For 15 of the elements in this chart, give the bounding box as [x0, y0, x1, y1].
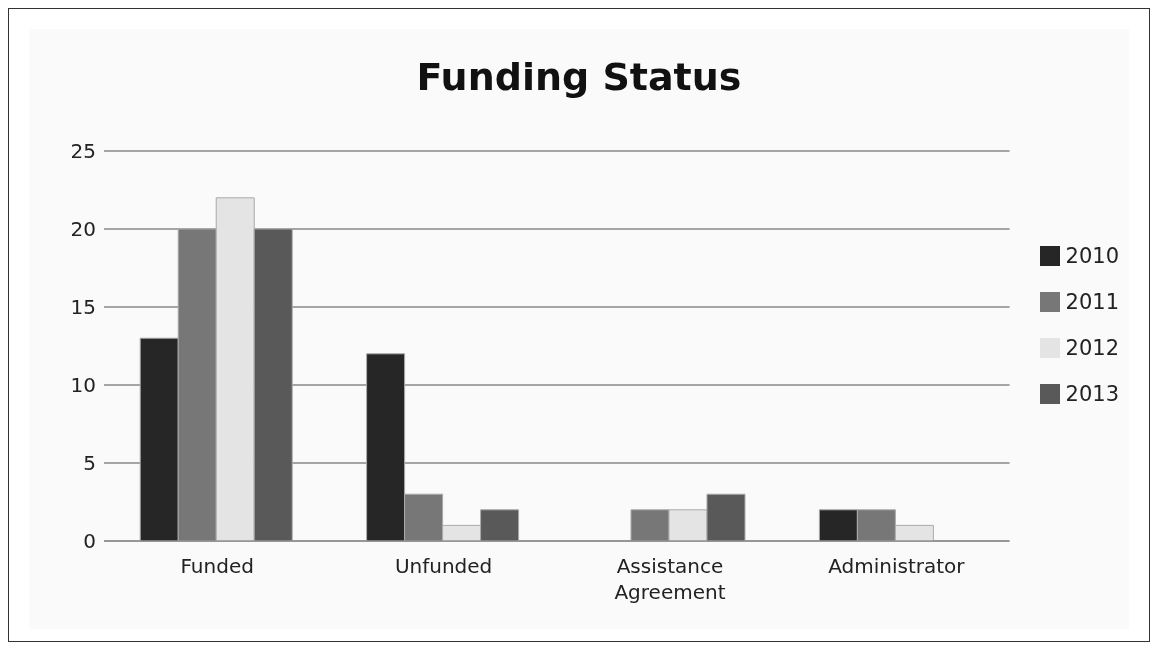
- y-tick-label: 25: [70, 139, 96, 164]
- y-tick-label: 10: [70, 373, 96, 398]
- x-tick-label: Administrator: [828, 554, 966, 578]
- legend-label: 2012: [1065, 335, 1119, 362]
- y-tick-label: 20: [70, 217, 96, 242]
- x-tick-label: Unfunded: [394, 554, 493, 578]
- x-tick-label: Assistance Agreement: [614, 554, 726, 604]
- y-tick-label: 15: [70, 295, 96, 320]
- legend-label: 2013: [1065, 381, 1119, 408]
- x-tick-label: Funded: [180, 554, 254, 578]
- legend-label: 2011: [1065, 289, 1119, 316]
- chart-title: Funding Status: [415, 55, 743, 99]
- y-tick-label: 0: [83, 529, 96, 554]
- legend-label: 2010: [1065, 243, 1119, 270]
- y-tick-label: 5: [83, 451, 96, 476]
